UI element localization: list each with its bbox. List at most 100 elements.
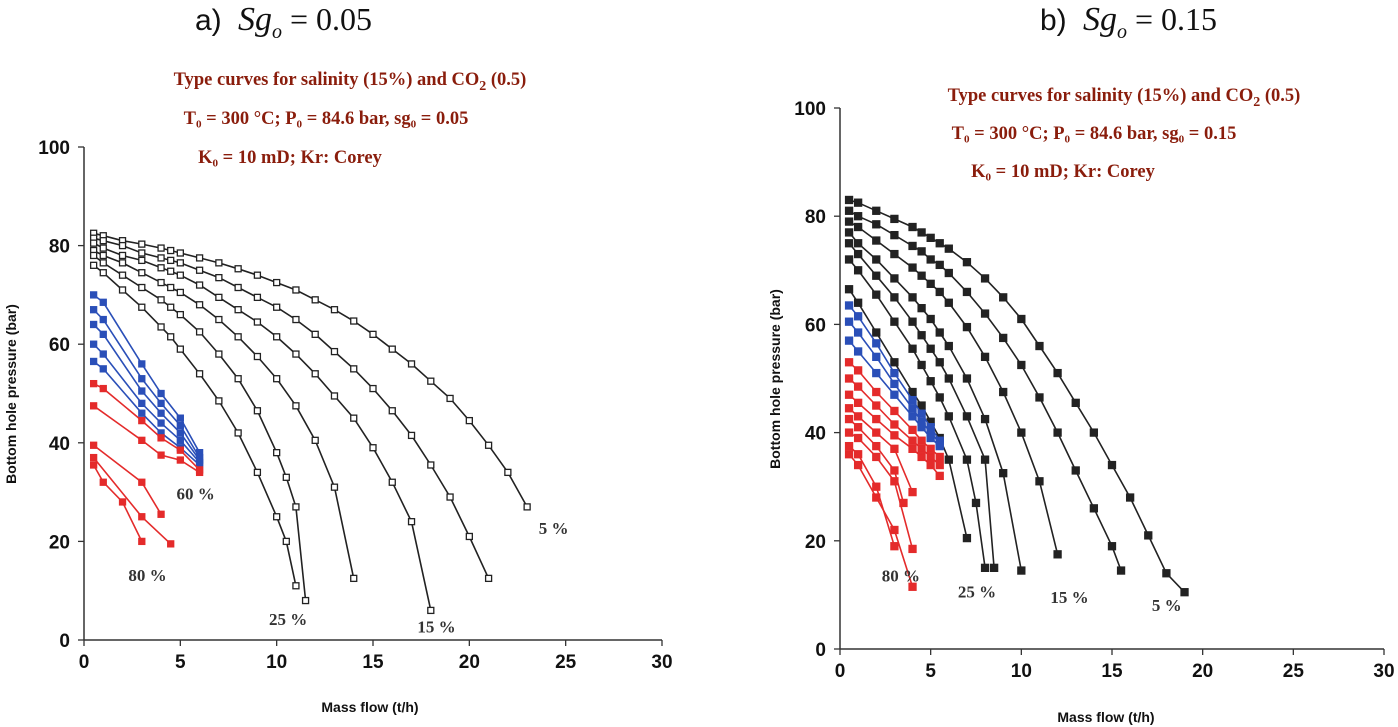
data-point <box>99 251 107 260</box>
y-axis-label: Bottom hole pressure (bar) <box>3 304 19 484</box>
data-point <box>138 478 146 486</box>
data-point <box>844 228 854 237</box>
data-point <box>157 399 165 408</box>
data-point <box>872 387 881 397</box>
data-point <box>1107 460 1117 470</box>
data-point <box>253 407 262 415</box>
data-point <box>1017 360 1026 370</box>
data-point <box>118 259 127 267</box>
y-tick-label: 100 <box>794 99 826 120</box>
data-point <box>917 360 926 370</box>
data-point <box>215 259 223 267</box>
data-point <box>1053 550 1062 559</box>
data-point <box>1144 531 1153 540</box>
data-point <box>1017 314 1026 324</box>
data-point <box>853 460 863 470</box>
data-point <box>1089 504 1099 513</box>
x-tick-label: 20 <box>1192 661 1213 682</box>
data-point <box>890 477 899 486</box>
data-point <box>872 452 881 462</box>
data-point <box>167 333 175 341</box>
data-point <box>908 444 917 453</box>
series-line-1 <box>848 199 1186 593</box>
data-point <box>853 239 863 248</box>
data-point <box>311 330 319 338</box>
series-line-6 <box>93 264 297 586</box>
data-point <box>935 239 944 248</box>
data-point <box>944 268 953 278</box>
data-point <box>872 328 881 337</box>
data-point <box>962 287 972 297</box>
data-point <box>99 350 107 358</box>
data-point <box>962 374 972 383</box>
data-point <box>1017 566 1026 575</box>
data-point <box>273 375 281 383</box>
data-point <box>917 423 926 432</box>
x-tick-label: 5 <box>925 661 936 682</box>
data-point <box>872 414 881 424</box>
data-point <box>872 428 881 437</box>
data-point <box>215 350 223 358</box>
data-point <box>935 287 944 297</box>
data-point <box>917 401 926 410</box>
data-point <box>844 404 854 413</box>
x-axis-label: Mass flow (t/h) <box>1057 709 1154 725</box>
data-point <box>999 333 1008 343</box>
data-point <box>89 291 98 299</box>
data-point <box>176 414 184 422</box>
data-point <box>844 301 854 310</box>
data-point <box>157 296 165 304</box>
data-point <box>215 273 223 282</box>
data-point <box>138 303 146 311</box>
data-point <box>427 461 435 469</box>
data-point <box>935 460 944 470</box>
data-point <box>176 249 184 257</box>
y-axis-label: Bottom hole pressure (bar) <box>767 289 783 469</box>
data-point <box>908 544 917 554</box>
data-point <box>138 416 146 425</box>
x-tick-label: 10 <box>266 652 287 673</box>
data-point <box>234 333 242 341</box>
x-tick-label: 0 <box>835 661 846 682</box>
data-point <box>215 397 223 405</box>
data-point <box>89 461 98 469</box>
data-point <box>853 328 863 337</box>
data-point <box>908 293 917 302</box>
data-point <box>872 206 881 215</box>
data-point <box>908 241 917 251</box>
data-point <box>926 279 935 288</box>
data-point <box>167 256 175 265</box>
series-line-3 <box>93 242 432 611</box>
data-point <box>407 518 416 526</box>
data-point <box>89 261 98 269</box>
data-point <box>99 478 107 486</box>
data-point <box>99 244 107 252</box>
data-point <box>195 281 204 289</box>
data-point <box>962 412 972 421</box>
data-point <box>853 298 863 307</box>
y-tick-label: 0 <box>59 631 70 652</box>
data-point <box>234 429 242 437</box>
y-tick-label: 20 <box>49 532 70 553</box>
data-point <box>944 298 953 307</box>
data-point <box>890 390 899 399</box>
data-point <box>844 195 854 205</box>
data-point <box>908 222 917 232</box>
data-point <box>234 283 242 292</box>
data-point <box>118 271 127 279</box>
data-point <box>962 258 972 267</box>
data-point <box>999 387 1008 397</box>
data-point <box>844 336 854 345</box>
data-point <box>369 384 377 393</box>
data-point <box>1035 477 1044 486</box>
data-point <box>311 296 319 304</box>
data-point <box>89 357 98 366</box>
data-point <box>350 574 358 583</box>
data-point <box>908 395 917 405</box>
data-point <box>844 358 854 367</box>
data-point <box>253 271 262 279</box>
data-point <box>844 285 854 294</box>
data-point <box>138 240 146 248</box>
data-point <box>330 306 339 314</box>
data-point <box>157 389 165 398</box>
